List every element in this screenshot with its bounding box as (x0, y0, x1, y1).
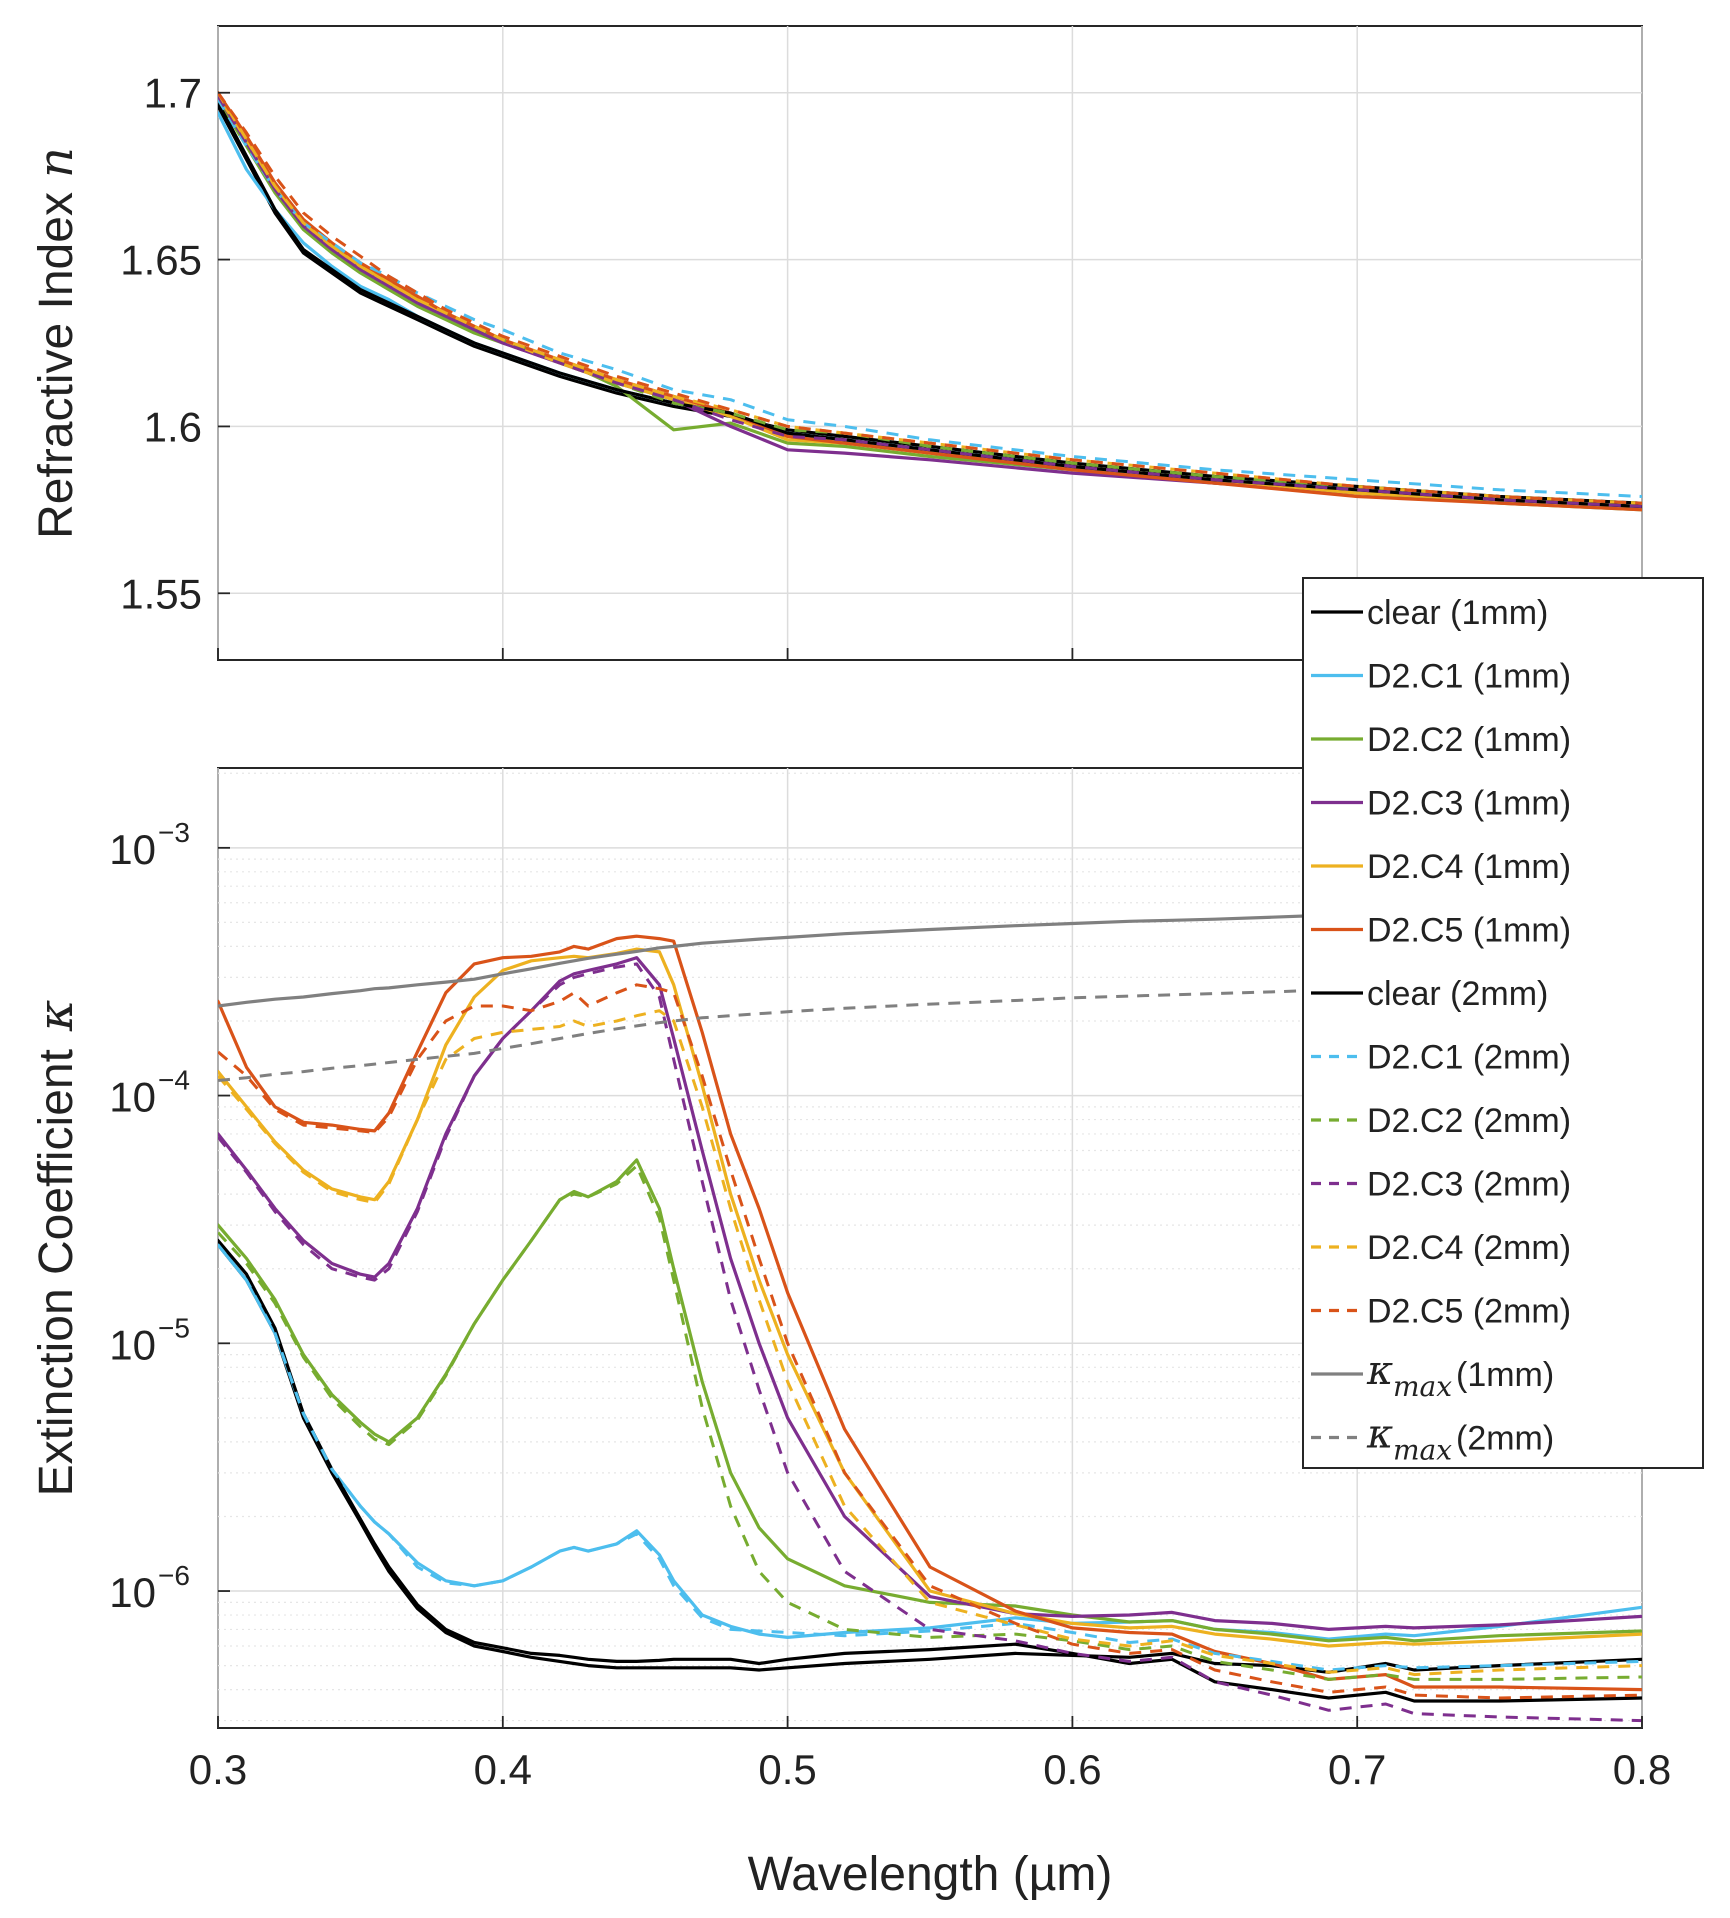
tick-base: 10 (109, 1074, 156, 1121)
legend-label: (1mm) (1456, 1356, 1554, 1394)
legend-item: D2.C3 (2mm) (1311, 1166, 1571, 1204)
bottom-y-label-symbol: κ (28, 1000, 84, 1032)
legend-label: D2.C2 (1mm) (1367, 721, 1571, 759)
legend-label: (2mm) (1456, 1420, 1554, 1458)
series-max-1mm (218, 904, 1642, 1008)
legend-label: D2.C1 (1mm) (1367, 658, 1571, 696)
tick-base: 10 (109, 1569, 156, 1616)
series-d2-c5-2mm (218, 91, 1642, 505)
legend-label: D2.C1 (2mm) (1367, 1039, 1571, 1077)
x-tick-label: 0.3 (189, 1746, 247, 1793)
legend-item: D2.C3 (1mm) (1311, 785, 1571, 823)
series-d2-c4-2mm (218, 91, 1642, 505)
series-d2-c3-2mm (218, 962, 1642, 1723)
bottom-y-tick-label: 10 (109, 1569, 156, 1616)
top-y-tick-label: 1.7 (144, 70, 202, 117)
legend-label: D2.C3 (2mm) (1367, 1166, 1571, 1204)
series-d2-c4-2mm (218, 1009, 1642, 1677)
legend-label: clear (2mm) (1367, 975, 1548, 1013)
x-axis-label: Wavelength (µm) (748, 1848, 1113, 1901)
top-y-label-text: Refractive Index (30, 192, 83, 539)
series-d2-c4-1mm (218, 947, 1642, 1648)
top-y-tick-label: 1.65 (120, 237, 202, 284)
x-tick-label: 0.6 (1043, 1746, 1101, 1793)
series-d2-c1-2mm (218, 98, 1642, 498)
x-tick-label: 0.4 (474, 1746, 532, 1793)
legend-item: clear (2mm) (1311, 975, 1548, 1013)
legend-item: D2.C4 (2mm) (1311, 1229, 1571, 1267)
bottom-y-tick-label: 10 (109, 826, 156, 873)
legend-label: D2.C4 (1mm) (1367, 848, 1571, 886)
bottom-y-tick-label: 10 (109, 1321, 156, 1368)
x-tick-label: 0.7 (1328, 1746, 1386, 1793)
bottom-series-group (218, 904, 1642, 1723)
series-clear-2mm (218, 101, 1642, 509)
legend-item: D2.C1 (1mm) (1311, 658, 1571, 696)
series-d2-c5-2mm (218, 983, 1642, 1700)
legend-item: D2.C5 (2mm) (1311, 1293, 1571, 1331)
legend-label: D2.C3 (1mm) (1367, 785, 1571, 823)
legend-subscript: max (1393, 1434, 1452, 1467)
bottom-ticks: 0.3 0.4 0.5 0.6 0.7 0.810−610−510−410−3 (109, 817, 1671, 1793)
legend-subscript: max (1393, 1370, 1452, 1403)
top-y-tick-label: 1.55 (120, 570, 202, 617)
top-axes-frame (217, 25, 1643, 661)
legend-item: D2.C1 (2mm) (1311, 1039, 1571, 1077)
series-clear-1mm (218, 1243, 1642, 1674)
legend-item: D2.C2 (2mm) (1311, 1102, 1571, 1140)
tick-base: 10 (109, 826, 156, 873)
x-tick-label: 0.5 (758, 1746, 816, 1793)
legend-label: D2.C5 (1mm) (1367, 912, 1571, 950)
legend-label: D2.C2 (2mm) (1367, 1102, 1571, 1140)
x-tick-label: 0.8 (1613, 1746, 1671, 1793)
series-clear-2mm (218, 1238, 1642, 1703)
top-y-axis-label: Refractive Index n (28, 147, 84, 539)
top-y-tick-label: 1.6 (144, 403, 202, 450)
legend-symbol: κ (1366, 1412, 1393, 1458)
tick-base: 10 (109, 1321, 156, 1368)
legend-label: D2.C4 (2mm) (1367, 1229, 1571, 1267)
legend-item: D2.C4 (1mm) (1311, 848, 1571, 886)
top-gridlines (217, 26, 1643, 660)
top-y-label-symbol: n (28, 147, 84, 178)
legend-item: D2.C2 (1mm) (1311, 721, 1571, 759)
series-d2-c3-1mm (218, 956, 1642, 1631)
series-d2-c3-2mm (218, 95, 1642, 508)
legend-box (1302, 577, 1704, 1469)
bottom-y-label-text: Extinction Coefficient (30, 1049, 83, 1496)
bottom-y-tick-exponent: −6 (158, 1560, 190, 1591)
bottom-y-tick-label: 10 (109, 1074, 156, 1121)
bottom-y-axis-label: Extinction Coefficient κ (28, 1000, 84, 1497)
legend: clear (1mm) D2.C1 (1mm) D2.C2 (1mm) D2.C3 (… (1302, 577, 1704, 1469)
legend-item: κ max (1mm) (1311, 1348, 1554, 1403)
legend-item: clear (1mm) (1311, 594, 1548, 632)
legend-symbol: κ (1366, 1348, 1393, 1394)
legend-items: clear (1mm) D2.C1 (1mm) D2.C2 (1mm) D2.C3 (… (1311, 594, 1571, 1467)
refractive-index-panel: 1.55 1.6 1.65 1.7 Refractive Index n (28, 25, 1643, 661)
legend-item: D2.C5 (1mm) (1311, 912, 1571, 950)
bottom-y-tick-exponent: −3 (158, 817, 190, 848)
series-d2-c2-2mm (218, 1164, 1642, 1681)
legend-item: κ max (2mm) (1311, 1412, 1554, 1467)
legend-label: clear (1mm) (1367, 594, 1548, 632)
bottom-y-tick-exponent: −4 (158, 1065, 190, 1096)
series-max-2mm (218, 979, 1642, 1082)
top-series-group (218, 91, 1642, 512)
top-ticks: 1.55 1.6 1.65 1.7 (120, 70, 1643, 660)
series-d2-c5-1mm (218, 934, 1642, 1692)
bottom-y-tick-exponent: −5 (158, 1312, 190, 1343)
series-d2-c2-1mm (218, 1158, 1642, 1643)
legend-label: D2.C5 (2mm) (1367, 1293, 1571, 1331)
series-d2-c1-2mm (218, 1243, 1642, 1672)
series-clear-1mm (218, 104, 1642, 505)
